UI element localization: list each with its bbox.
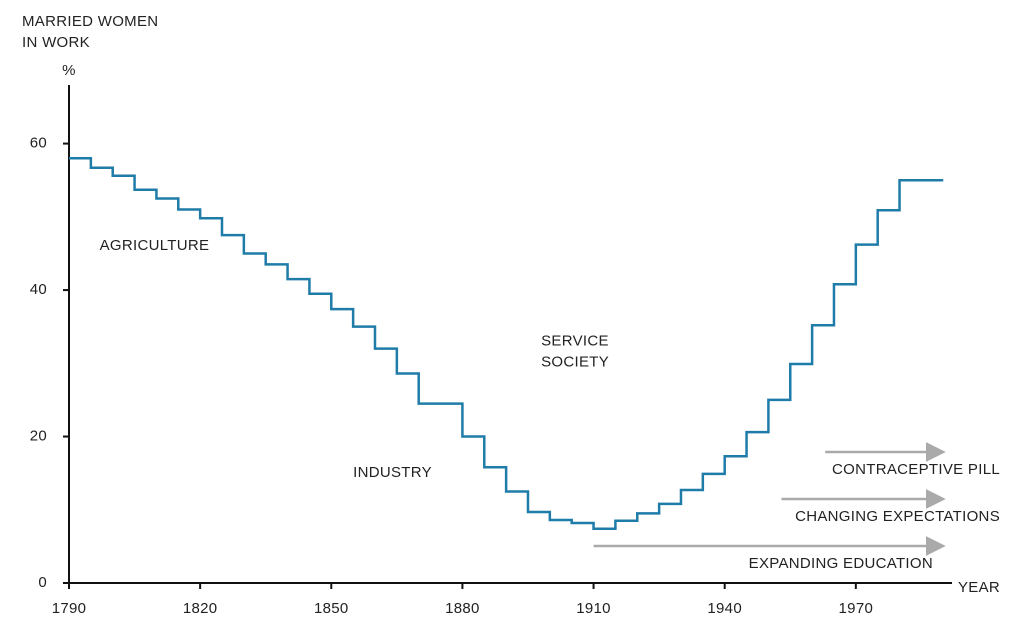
x-tick-label: 1970	[839, 600, 874, 617]
x-tick-label: 1880	[445, 600, 480, 617]
era-label: AGRICULTURE	[100, 237, 210, 254]
x-tick-label: 1850	[314, 600, 349, 617]
x-tick-label: 1790	[52, 600, 87, 617]
y-axis-label: IN WORK	[22, 34, 90, 51]
era-label: SERVICE	[541, 332, 609, 349]
y-tick-label: 0	[38, 574, 47, 591]
trend-label: CHANGING EXPECTATIONS	[795, 508, 1000, 525]
era-label: INDUSTRY	[353, 464, 432, 481]
x-axis-label: YEAR	[958, 579, 1000, 596]
x-tick-label: 1940	[707, 600, 742, 617]
trend-label: EXPANDING EDUCATION	[749, 555, 933, 572]
x-tick-label: 1820	[183, 600, 218, 617]
y-tick-label: 60	[30, 135, 47, 152]
y-tick-label: 40	[30, 281, 47, 298]
y-axis-label: MARRIED WOMEN	[22, 13, 158, 30]
step-line	[69, 156, 944, 531]
y-axis-unit: %	[62, 62, 76, 79]
y-tick-label: 20	[30, 427, 47, 444]
trend-label: CONTRACEPTIVE PILL	[832, 461, 1000, 478]
era-label: SOCIETY	[541, 353, 609, 370]
x-tick-label: 1910	[576, 600, 611, 617]
